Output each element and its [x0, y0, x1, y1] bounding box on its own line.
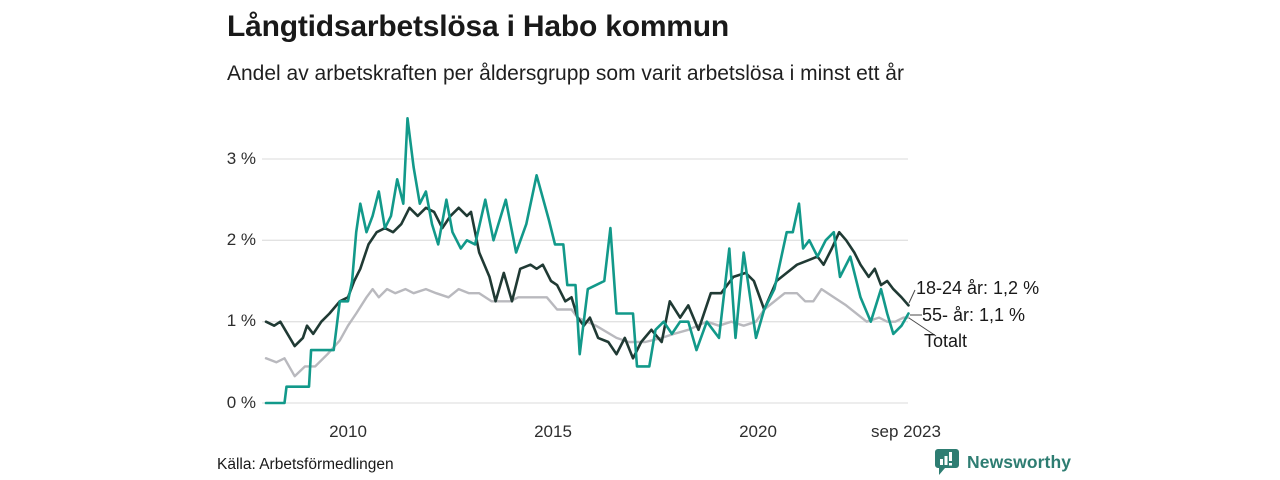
source-note: Källa: Arbetsförmedlingen — [217, 456, 394, 473]
y-axis-tick-1pct: 1 % — [226, 311, 256, 330]
y-axis-tick-0pct: 0 % — [226, 393, 256, 412]
series-line-55-r — [264, 117, 910, 405]
series-end-label-55plus: 55- år: 1,1 % — [922, 305, 1026, 325]
x-axis-tick-sep-2023: sep 2023 — [871, 422, 941, 441]
y-axis-tick-2pct: 2 % — [226, 230, 256, 249]
chart-subtitle: Andel av arbetskraften per åldersgrupp s… — [227, 62, 904, 85]
series-line-18-24-r — [264, 206, 910, 360]
series-end-label-totalt: Totalt — [924, 331, 968, 351]
x-axis-tick-2020: 2020 — [739, 422, 777, 441]
newsworthy-logo-icon — [935, 449, 959, 475]
y-axis-tick-3pct: 3 % — [226, 149, 256, 168]
page-title: Långtidsarbetslösa i Habo kommun — [227, 10, 730, 43]
brand-name: Newsworthy — [967, 451, 1072, 472]
label-leader-line — [908, 289, 916, 304]
series-line-totalt — [264, 287, 910, 378]
x-axis-tick-2015: 2015 — [534, 422, 572, 441]
series-end-label-18-24: 18-24 år: 1,2 % — [916, 278, 1040, 298]
label-leader-line — [908, 317, 937, 337]
brand-lockup: Newsworthy — [934, 446, 1071, 478]
x-axis-tick-2010: 2010 — [329, 422, 367, 441]
